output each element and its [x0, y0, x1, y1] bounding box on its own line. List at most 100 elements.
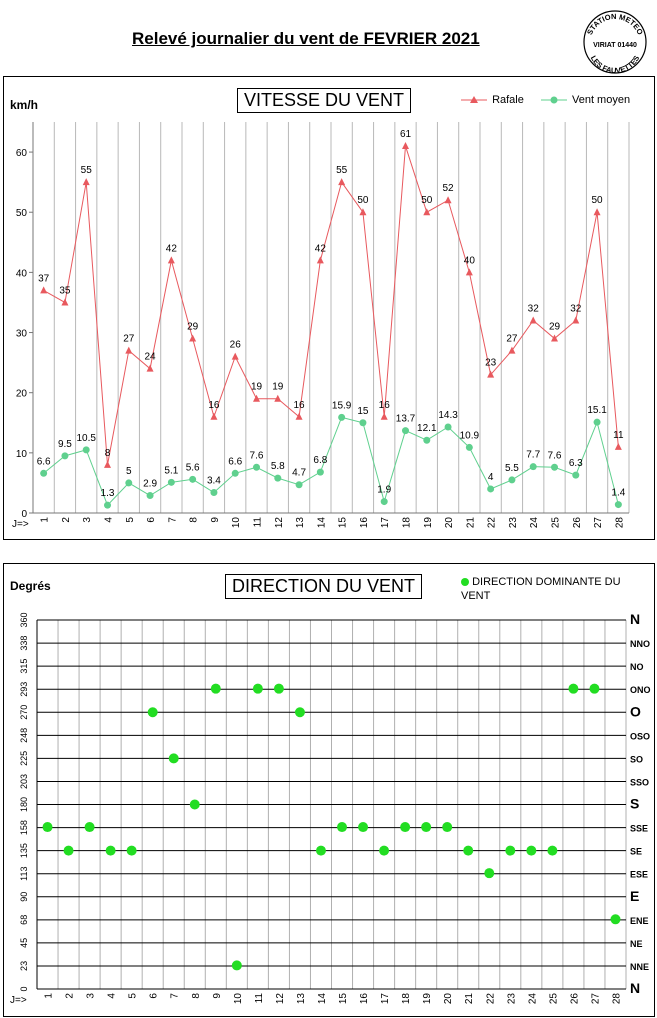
- x-tick-label: 9: [210, 517, 221, 523]
- x-tick-label: 15: [338, 517, 349, 529]
- direction-point: [337, 822, 348, 833]
- y-tick-label: 0: [21, 509, 27, 520]
- legend-direction-label: DIRECTION DOMINANTE DU VENT: [461, 576, 621, 602]
- x-tick-label: 3: [86, 993, 97, 999]
- x-tick-label: 26: [569, 993, 580, 1005]
- y-tick-label: 45: [19, 938, 29, 948]
- gust-data-label: 29: [549, 322, 561, 333]
- x-tick-label: 15: [338, 993, 349, 1005]
- mean-data-label: 6.6: [228, 456, 242, 467]
- mean-data-label: 10.9: [460, 430, 480, 441]
- gust-point: [274, 394, 282, 402]
- mean-point: [40, 469, 48, 477]
- x-tick-label: 1: [44, 993, 55, 999]
- mean-point: [253, 463, 260, 471]
- y-tick-label: 50: [16, 208, 28, 219]
- gust-data-label: 52: [443, 183, 455, 194]
- gust-series-line: [43, 145, 619, 465]
- direction-point: [505, 845, 516, 856]
- direction-point: [484, 868, 495, 879]
- direction-point: [463, 845, 474, 856]
- direction-point: [358, 822, 369, 833]
- x-tick-label: 21: [464, 993, 475, 1005]
- gust-point: [572, 316, 580, 324]
- gust-data-label: 24: [145, 352, 157, 363]
- x-tick-label: 19: [423, 517, 434, 529]
- compass-label: S: [630, 796, 639, 812]
- direction-point: [442, 822, 453, 833]
- mean-data-label: 6.8: [313, 455, 327, 466]
- x-tick-label: 28: [614, 517, 625, 529]
- y-tick-label: 158: [19, 820, 29, 835]
- mean-point: [125, 479, 133, 487]
- x-tick-label: 18: [402, 517, 413, 529]
- gust-point: [167, 256, 175, 264]
- mean-point: [551, 463, 558, 471]
- y-tick-label: 10: [16, 449, 28, 460]
- y-tick-label: 248: [19, 728, 29, 743]
- gust-data-label: 40: [464, 255, 476, 266]
- mean-point: [338, 413, 346, 421]
- x-tick-label: 22: [485, 993, 496, 1005]
- mean-data-label: 14.3: [438, 410, 458, 421]
- x-tick-label: 13: [296, 993, 307, 1005]
- gust-data-label: 8: [105, 448, 111, 459]
- gust-point: [551, 334, 558, 342]
- mean-data-label: 4.7: [292, 468, 306, 479]
- direction-point: [252, 683, 263, 694]
- direction-point: [568, 683, 579, 694]
- x-tick-label: 6: [149, 993, 160, 999]
- mean-data-label: 9.5: [58, 439, 72, 450]
- x-tick-label: 12: [275, 993, 286, 1005]
- mean-data-label: 13.7: [396, 414, 416, 425]
- compass-label: NNO: [630, 639, 650, 649]
- mean-point: [487, 485, 495, 493]
- gust-point: [189, 334, 197, 342]
- x-tick-label: 14: [317, 993, 328, 1005]
- gust-data-label: 32: [528, 304, 540, 315]
- gust-data-label: 50: [592, 195, 604, 206]
- svg-text:STATION METEO: STATION METEO: [585, 12, 645, 37]
- y-tick-label: 203: [19, 774, 29, 789]
- x-tick-label: 23: [508, 517, 519, 529]
- gust-point: [61, 298, 69, 306]
- mean-point: [231, 469, 239, 477]
- gust-data-label: 23: [485, 358, 497, 369]
- stamp-middle-text: VIRIAT 01440: [593, 42, 637, 49]
- y-tick-label: 40: [16, 268, 28, 279]
- gust-data-label: 16: [294, 400, 306, 411]
- compass-label: SSO: [630, 777, 649, 787]
- mean-data-label: 7.6: [548, 450, 562, 461]
- gust-data-label: 32: [570, 304, 582, 315]
- mean-data-label: 12.1: [417, 423, 437, 434]
- compass-label: O: [630, 703, 641, 719]
- x-tick-label: 16: [359, 993, 370, 1005]
- direction-point: [526, 845, 537, 856]
- mean-point: [593, 418, 601, 426]
- x-tick-label: 8: [191, 993, 202, 999]
- y-tick-label: 338: [19, 636, 29, 651]
- gust-point: [295, 412, 303, 420]
- gust-data-label: 27: [123, 334, 135, 345]
- compass-label: NE: [630, 939, 643, 949]
- mean-point: [380, 498, 388, 506]
- gust-point: [380, 412, 388, 420]
- x-tick-label: 13: [295, 517, 306, 529]
- mean-point: [572, 471, 580, 479]
- gust-data-label: 42: [166, 243, 178, 254]
- mean-data-label: 1.3: [101, 488, 115, 499]
- direction-point: [147, 707, 158, 718]
- compass-label: SSE: [630, 824, 648, 834]
- mean-point: [614, 501, 622, 509]
- x-tick-label: 21: [465, 517, 476, 529]
- x-tick-label: 17: [380, 517, 391, 529]
- gust-data-label: 11: [613, 430, 624, 441]
- compass-label: SE: [630, 847, 642, 857]
- mean-data-label: 6.6: [37, 456, 51, 467]
- x-tick-label: 5: [128, 993, 139, 999]
- mean-point: [402, 427, 409, 435]
- x-tick-label: 28: [611, 993, 622, 1005]
- x-tick-label: 9: [212, 993, 223, 999]
- x-tick-label: 20: [443, 993, 454, 1005]
- direction-point: [210, 683, 221, 694]
